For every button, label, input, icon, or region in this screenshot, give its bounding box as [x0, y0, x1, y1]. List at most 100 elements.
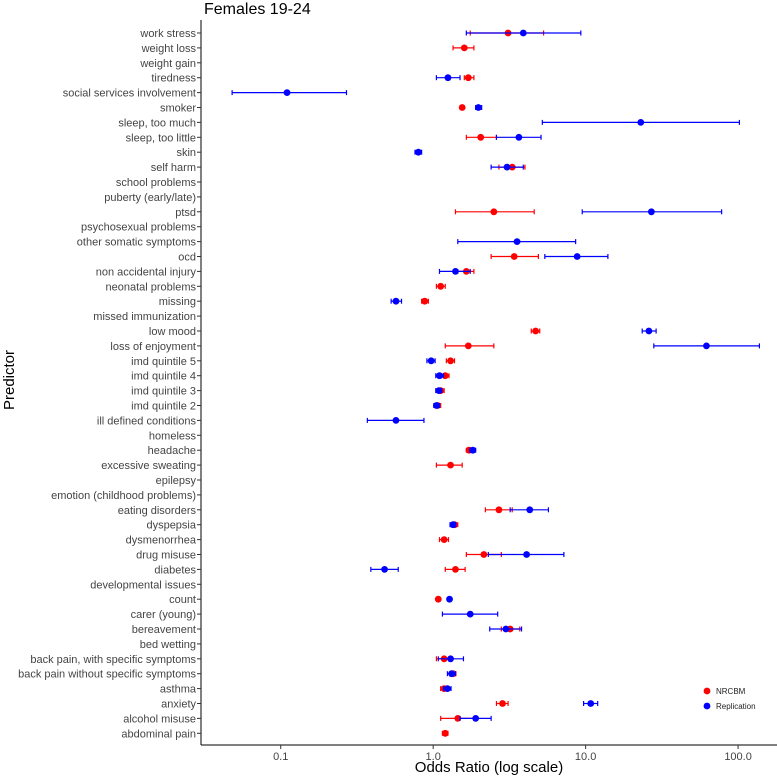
- replication-tiredness-point: [444, 74, 452, 82]
- y-tick-label-asthma: asthma: [160, 684, 197, 696]
- y-tick-label-puberty-early-late: puberty (early/late): [104, 192, 196, 204]
- y-tick-label-imd-quintile-2: imd quintile 2: [131, 401, 196, 413]
- replication-carer-young-point: [466, 610, 474, 618]
- nrcbm-ptsd-point: [490, 208, 498, 216]
- x-axis-label: Odds Ratio (log scale): [415, 759, 563, 776]
- y-tick-label-dyspepsia: dyspepsia: [146, 520, 196, 532]
- replication-count-point: [446, 595, 453, 603]
- y-tick-labels: work stress weight loss weight gain tiredne…: [18, 28, 201, 740]
- replication-back-pain-with-specific-symptoms-point: [447, 655, 454, 663]
- replication-skin-point: [414, 148, 422, 156]
- replication-imd-quintile-5-point: [427, 357, 435, 365]
- y-tick-label-drug-misuse: drug misuse: [136, 550, 196, 562]
- y-tick-label-homeless: homeless: [149, 430, 197, 442]
- replication-sleep-too-little-point: [515, 133, 523, 141]
- y-tick-label-ptsd: ptsd: [175, 207, 196, 219]
- y-tick-label-dysmenorrhea: dysmenorrhea: [126, 535, 197, 547]
- y-tick-label-diabetes: diabetes: [154, 564, 196, 576]
- y-tick-label-neonatal-problems: neonatal problems: [105, 281, 196, 293]
- legend-swatch-nrcbm: [703, 687, 711, 695]
- x-tick-label: 1.0: [426, 751, 441, 763]
- y-tick-label-social-services-involvement: social services involvement: [63, 88, 196, 100]
- nrcbm-abdominal-pain-point: [441, 729, 449, 737]
- replication-headache-point: [469, 446, 477, 454]
- y-tick-label-emotion-childhood-problems: emotion (childhood problems): [51, 490, 196, 502]
- y-tick-label-abdominal-pain: abdominal pain: [121, 728, 196, 740]
- replication-anxiety-point: [587, 700, 595, 707]
- y-tick-label-ocd: ocd: [178, 252, 196, 264]
- nrcbm-neonatal-problems-point: [437, 282, 445, 290]
- x-tick-label: 100.0: [724, 751, 752, 763]
- y-tick-label-developmental-issues: developmental issues: [90, 579, 196, 591]
- y-tick-label-ill-defined-conditions: ill defined conditions: [97, 415, 197, 427]
- y-tick-label-smoker: smoker: [160, 103, 196, 115]
- y-tick-label-imd-quintile-4: imd quintile 4: [131, 371, 196, 383]
- nrcbm-diabetes-point: [452, 566, 459, 573]
- nrcbm-sleep-too-little-point: [477, 133, 485, 141]
- x-ticks: 0.1 1.0 10.0 100.0: [273, 745, 752, 763]
- y-tick-label-alcohol-misuse: alcohol misuse: [123, 713, 196, 725]
- y-tick-label-non-accidental-injury: non accidental injury: [96, 266, 197, 278]
- y-axis-label: Predictor: [1, 350, 18, 410]
- y-tick-label-other-somatic-symptoms: other somatic symptoms: [77, 237, 197, 249]
- y-tick-label-missed-immunization: missed immunization: [93, 311, 196, 323]
- y-tick-label-headache: headache: [148, 445, 196, 457]
- replication-ptsd-point: [647, 208, 655, 216]
- y-tick-label-eating-disorders: eating disorders: [118, 505, 197, 517]
- nrcbm-smoker-point: [458, 104, 466, 111]
- y-tick-label-back-pain-with-specific-symptoms: back pain, with specific symptoms: [30, 654, 196, 666]
- nrcbm-low-mood-point: [532, 327, 540, 335]
- replication-non-accidental-injury-point: [452, 268, 459, 275]
- nrcbm-imd-quintile-5-point: [447, 357, 454, 365]
- replication-other-somatic-symptoms-point: [513, 238, 521, 246]
- nrcbm-count-point: [434, 595, 442, 603]
- replication-social-services-involvement-point: [283, 89, 291, 96]
- y-tick-label-missing: missing: [159, 296, 196, 308]
- nrcbm-dysmenorrhea-point: [440, 536, 448, 543]
- y-tick-label-tiredness: tiredness: [151, 73, 196, 85]
- nrcbm-loss-of-enjoyment-point: [464, 342, 472, 350]
- y-tick-label-back-pain-without-specific-symptoms: back pain without specific symptoms: [18, 669, 196, 681]
- replication-imd-quintile-4-point: [436, 372, 443, 380]
- replication-imd-quintile-3-point: [435, 387, 443, 394]
- nrcbm-drug-misuse-point: [480, 551, 488, 558]
- y-tick-label-count: count: [169, 594, 196, 606]
- estimate-marks: [231, 29, 761, 737]
- y-tick-label-weight-loss: weight loss: [141, 43, 197, 55]
- replication-sleep-too-much-point: [637, 119, 645, 126]
- nrcbm-anxiety-point: [499, 700, 506, 707]
- replication-alcohol-misuse-point: [472, 715, 480, 722]
- y-tick-label-sleep-too-much: sleep, too much: [118, 117, 196, 129]
- replication-ill-defined-conditions-point: [392, 417, 400, 424]
- legend-label-replication: Replication: [716, 702, 756, 711]
- nrcbm-excessive-sweating-point: [447, 461, 454, 469]
- y-tick-label-low-mood: low mood: [149, 326, 196, 338]
- legend-swatch-replication: [703, 702, 711, 710]
- y-tick-label-weight-gain: weight gain: [139, 58, 196, 70]
- y-tick-label-imd-quintile-5: imd quintile 5: [131, 356, 196, 368]
- replication-back-pain-without-specific-symptoms-point: [448, 670, 455, 678]
- replication-imd-quintile-2-point: [433, 402, 440, 409]
- nrcbm-tiredness-point: [464, 74, 472, 82]
- replication-diabetes-point: [381, 566, 388, 573]
- replication-drug-misuse-point: [523, 551, 530, 558]
- y-tick-label-self-harm: self harm: [151, 162, 196, 174]
- nrcbm-missing-point: [421, 297, 429, 305]
- replication-ocd-point: [573, 253, 581, 260]
- replication-work-stress-point: [519, 29, 527, 37]
- y-tick-label-excessive-sweating: excessive sweating: [101, 460, 196, 472]
- y-tick-label-bereavement: bereavement: [132, 624, 196, 636]
- chart-title: Females 19-24: [204, 1, 311, 18]
- legend-label-nrcbm: NRCBM: [716, 687, 746, 696]
- y-tick-label-psychosexual-problems: psychosexual problems: [81, 222, 196, 234]
- replication-self-harm-point: [503, 163, 511, 171]
- replication-asthma-point: [444, 685, 451, 692]
- y-tick-label-school-problems: school problems: [116, 177, 197, 189]
- replication-smoker-point: [474, 104, 482, 111]
- replication-low-mood-point: [645, 327, 653, 335]
- replication-eating-disorders-point: [526, 506, 534, 514]
- replication-dyspepsia-point: [449, 521, 457, 529]
- y-tick-label-loss-of-enjoyment: loss of enjoyment: [110, 341, 196, 353]
- x-tick-label: 10.0: [575, 751, 596, 763]
